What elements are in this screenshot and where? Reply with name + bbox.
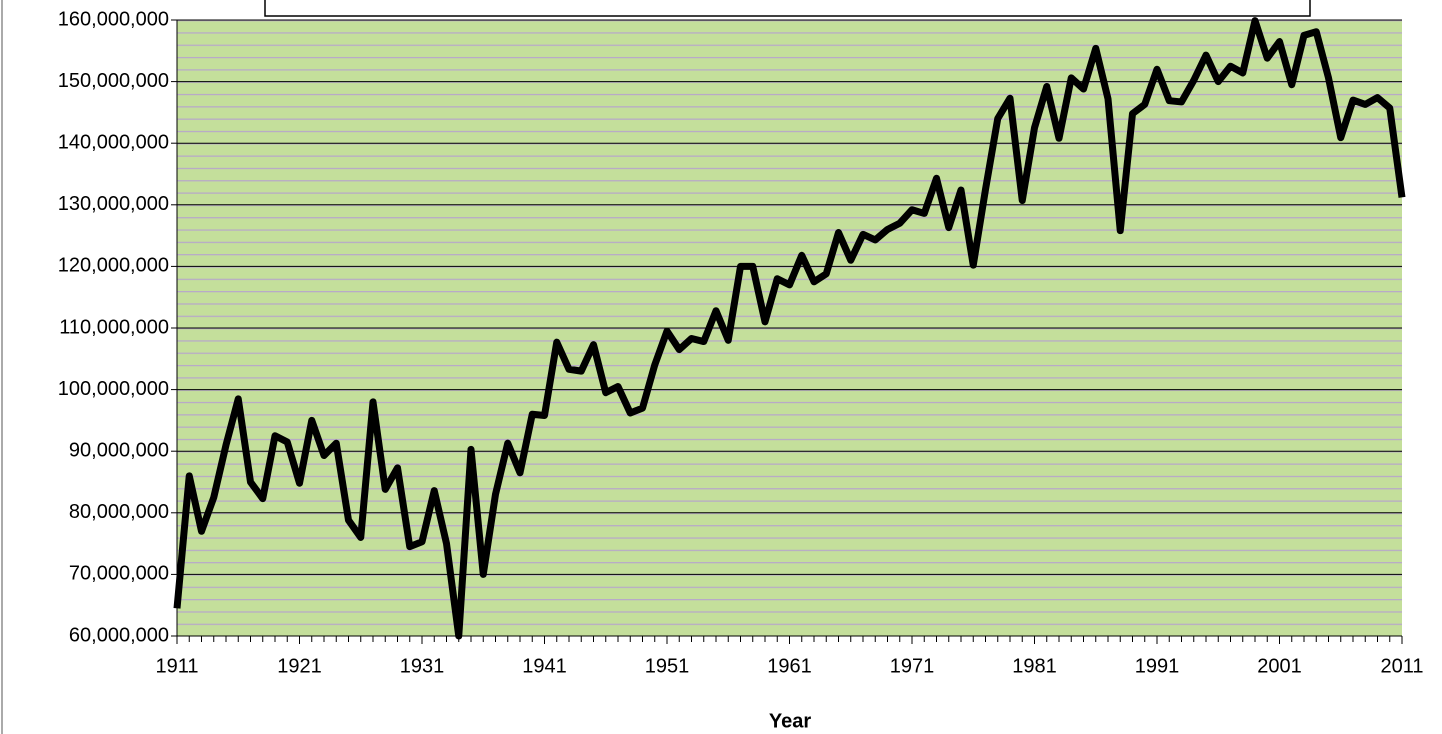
x-tick-label: 1921 [277, 655, 322, 677]
x-tick-label: 1941 [522, 655, 567, 677]
x-tick-label: 1931 [400, 655, 445, 677]
x-tick-label: 2011 [1380, 655, 1423, 677]
y-tick-label: 90,000,000 [69, 439, 169, 461]
x-tick-label: 1981 [1012, 655, 1057, 677]
y-tick-label: 130,000,000 [58, 193, 169, 215]
y-tick-label: 60,000,000 [69, 624, 169, 646]
y-tick-label: 160,000,000 [58, 8, 169, 30]
x-tick-label: 1911 [155, 655, 198, 677]
y-tick-label: 100,000,000 [58, 378, 169, 400]
data-line [173, 17, 1406, 640]
x-axis-label: Year [769, 710, 811, 732]
y-tick-label: 70,000,000 [69, 563, 169, 585]
x-tick-label: 1971 [890, 655, 935, 677]
x-tick-label: 1991 [1135, 655, 1180, 677]
x-tick-label: 1961 [767, 655, 812, 677]
x-tick-label: 1951 [645, 655, 690, 677]
x-tick-label: 2001 [1257, 655, 1302, 677]
y-tick-label: 150,000,000 [58, 70, 169, 92]
y-tick-label: 140,000,000 [58, 131, 169, 153]
title-box [264, 0, 1311, 17]
y-tick-label: 120,000,000 [58, 255, 169, 277]
y-tick-label: 110,000,000 [59, 316, 169, 338]
y-tick-label: 80,000,000 [69, 501, 169, 523]
